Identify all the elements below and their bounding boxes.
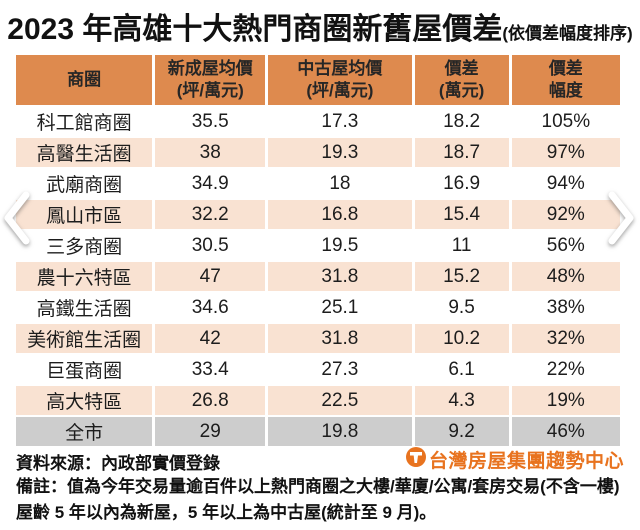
cell-old-price: 25.1 [268,293,412,322]
cell-old-price: 19.3 [268,138,412,167]
cell-old-price: 31.8 [268,262,412,291]
footnote-line1: 備註：值為今年交易量逾百件以上熱門商圈之大樓/華廈/公寓/套房交易(不含一樓) [16,477,620,496]
chevron-left-icon [0,191,36,251]
cell-diff: 16.9 [414,169,509,198]
next-arrow-button[interactable] [602,188,638,248]
cell-new-price: 33.4 [155,355,266,384]
header-district-label: 商圈 [67,70,102,89]
header-old-price-label: 中古屋均價 [297,59,383,78]
table-row: 鳳山市區 32.2 16.8 15.4 92% [16,200,620,229]
header-new-price: 新成屋均價 (坪/萬元) [155,55,266,105]
cell-old-price: 19.5 [268,231,412,260]
cell-district: 全市 [16,417,153,446]
cell-diff: 6.1 [414,355,509,384]
cell-diff-pct: 38% [511,293,620,322]
cell-new-price: 35.5 [155,107,266,136]
cell-diff: 4.3 [414,386,509,415]
cell-diff-pct: 97% [511,138,620,167]
cell-old-price: 17.3 [268,107,412,136]
cell-old-price: 16.8 [268,200,412,229]
footnote: 備註：值為今年交易量逾百件以上熱門商圈之大樓/華廈/公寓/套房交易(不含一樓) … [16,474,628,526]
cell-diff-pct: 94% [511,169,620,198]
header-new-price-unit: (坪/萬元) [176,81,244,100]
brand-logo-icon [405,446,427,473]
cell-diff-pct: 22% [511,355,620,384]
page-title: 2023 年高雄十大熱門商圈新舊屋價差(依價差幅度排序) [0,4,640,48]
chevron-right-icon [602,191,638,251]
cell-diff: 9.2 [414,417,509,446]
cell-district: 高鐵生活圈 [16,293,153,322]
header-diff-pct: 價差 幅度 [511,55,620,105]
header-diff-unit: (萬元) [438,81,485,100]
data-source-text: 資料來源：內政部實價登錄 [16,454,220,473]
cell-diff-pct: 46% [511,417,620,446]
brand-logo-text: 台灣房屋集團趨勢中心 [428,451,624,472]
cell-district: 三多商圈 [16,231,153,260]
header-district: 商圈 [16,55,153,105]
page-title-suffix: (依價差幅度排序) [502,24,633,43]
cell-diff-pct: 92% [511,200,620,229]
table-header: 商圈 新成屋均價 (坪/萬元) 中古屋均價 (坪/萬元) 價差 (萬元) 價差幅度 [16,55,620,105]
table-row: 科工館商圈 35.5 17.3 18.2 105% [16,107,620,136]
table-row: 高大特區 26.8 22.5 4.3 19% [16,386,620,415]
header-old-price: 中古屋均價 (坪/萬元) [268,55,412,105]
cell-diff-pct: 19% [511,386,620,415]
cell-old-price: 22.5 [268,386,412,415]
table-row-citywide: 全市 29 19.8 9.2 46% [16,417,620,446]
table-row: 美術館生活圈 42 31.8 10.2 32% [16,324,620,353]
cell-old-price: 19.8 [268,417,412,446]
page-title-main: 2023 年高雄十大熱門商圈新舊屋價差 [7,13,503,46]
cell-diff: 15.2 [414,262,509,291]
cell-district: 高醫生活圈 [16,138,153,167]
header-diff-pct-label: 價差 [548,59,583,78]
cell-old-price: 31.8 [268,324,412,353]
cell-new-price: 34.9 [155,169,266,198]
cell-district: 農十六特區 [16,262,153,291]
table-row: 農十六特區 47 31.8 15.2 48% [16,262,620,291]
cell-district: 科工館商圈 [16,107,153,136]
header-old-price-unit: (坪/萬元) [306,81,374,100]
table-row: 高鐵生活圈 34.6 25.1 9.5 38% [16,293,620,322]
cell-district: 武廟商圈 [16,169,153,198]
cell-new-price: 26.8 [155,386,266,415]
cell-diff: 15.4 [414,200,509,229]
cell-diff: 18.2 [414,107,509,136]
cell-diff-pct: 105% [511,107,620,136]
brand-logo: 台灣房屋集團趨勢中心 [405,446,624,473]
cell-old-price: 18 [268,169,412,198]
cell-diff: 11 [414,231,509,260]
header-diff: 價差 (萬元) [414,55,509,105]
cell-new-price: 29 [155,417,266,446]
cell-new-price: 32.2 [155,200,266,229]
cell-diff: 10.2 [414,324,509,353]
header-diff-label: 價差 [444,59,479,78]
cell-diff-pct: 56% [511,231,620,260]
cell-new-price: 34.6 [155,293,266,322]
table-row: 武廟商圈 34.9 18 16.9 94% [16,169,620,198]
header-new-price-label: 新成屋均價 [167,59,253,78]
cell-district: 高大特區 [16,386,153,415]
cell-new-price: 38 [155,138,266,167]
cell-diff: 18.7 [414,138,509,167]
price-table: 商圈 新成屋均價 (坪/萬元) 中古屋均價 (坪/萬元) 價差 (萬元) 價差幅度 科… [13,53,623,448]
cell-diff-pct: 48% [511,262,620,291]
table-row: 巨蛋商圈 33.4 27.3 6.1 22% [16,355,620,384]
table-row: 高醫生活圈 38 19.3 18.7 97% [16,138,620,167]
header-row: 商圈 新成屋均價 (坪/萬元) 中古屋均價 (坪/萬元) 價差 (萬元) 價差幅度 [16,55,620,105]
cell-diff: 9.5 [414,293,509,322]
prev-arrow-button[interactable] [0,188,36,248]
table-row: 三多商圈 30.5 19.5 11 56% [16,231,620,260]
header-diff-pct-label2: 幅度 [548,81,583,100]
cell-diff-pct: 32% [511,324,620,353]
cell-old-price: 27.3 [268,355,412,384]
cell-new-price: 47 [155,262,266,291]
cell-district: 美術館生活圈 [16,324,153,353]
cell-district: 鳳山市區 [16,200,153,229]
footnote-line2: 屋齡 5 年以內為新屋，5 年以上為中古屋(統計至 9 月)。 [16,503,437,522]
cell-district: 巨蛋商圈 [16,355,153,384]
cell-new-price: 30.5 [155,231,266,260]
cell-new-price: 42 [155,324,266,353]
